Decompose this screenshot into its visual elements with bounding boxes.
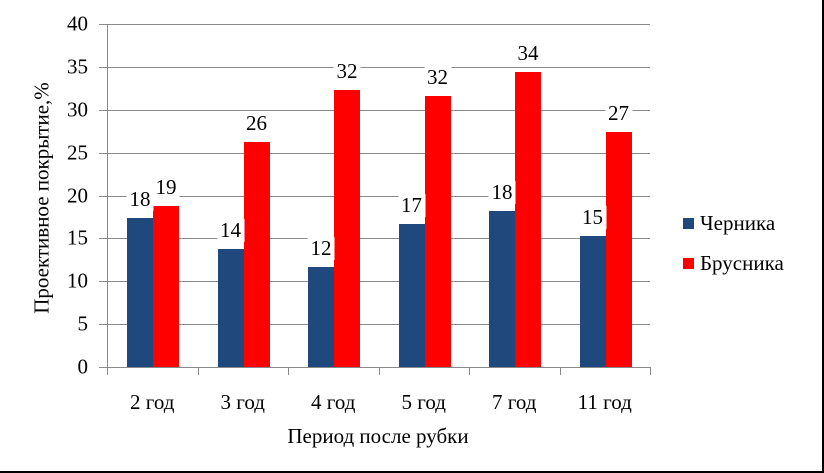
x-tick-mark <box>378 367 380 375</box>
x-tick-mark <box>559 367 561 375</box>
bar-chernika <box>398 223 425 367</box>
legend-label: Брусника <box>700 250 784 275</box>
bar-chernika <box>579 235 606 367</box>
gridline <box>99 24 650 25</box>
category-group: 18 34 <box>469 24 560 367</box>
data-label: 32 <box>333 60 361 84</box>
data-label: 34 <box>514 42 542 66</box>
legend-item: Брусника <box>683 243 784 283</box>
y-tick-label: 15 <box>67 225 88 250</box>
gridline <box>99 367 650 368</box>
y-tick-label: 35 <box>67 54 88 79</box>
category-group: 12 32 <box>288 24 379 367</box>
bar-brusnika <box>153 205 179 367</box>
gridline <box>99 324 650 326</box>
bar-brusnika <box>243 142 270 367</box>
y-axis-line <box>107 24 108 375</box>
data-label: 17 <box>398 193 425 217</box>
x-category-label: 5 год <box>401 390 446 414</box>
y-tick-label: 10 <box>67 268 88 293</box>
y-tick-label: 0 <box>77 354 89 379</box>
data-label: 27 <box>605 102 632 126</box>
bar-chernika <box>308 266 334 367</box>
data-label: 26 <box>243 112 270 136</box>
plot-area: 0 5 10 15 20 25 30 35 40 18 19 2 год 14 26 3 год 12 32 4 … <box>67 13 651 414</box>
x-tick-mark <box>197 367 199 375</box>
gridline <box>99 109 650 111</box>
x-tick-mark <box>650 367 651 375</box>
gridline <box>99 281 650 283</box>
legend-swatch-icon <box>683 217 694 229</box>
gridline <box>99 66 650 68</box>
data-label: 15 <box>579 205 606 229</box>
category-group: 17 32 <box>379 24 470 367</box>
x-axis-title: Период после рубки <box>287 424 469 448</box>
x-tick-mark <box>288 367 289 375</box>
data-label: 14 <box>217 218 244 242</box>
data-label: 19 <box>152 175 180 199</box>
bar-chernika <box>127 217 153 367</box>
bar-brusnika <box>424 96 451 367</box>
legend-swatch-icon <box>683 257 694 269</box>
x-tick-mark <box>107 367 108 375</box>
x-category-label: 11 год <box>577 390 632 414</box>
data-label: 12 <box>307 236 335 260</box>
data-label: 32 <box>424 66 451 90</box>
y-tick-label: 20 <box>67 183 88 207</box>
data-label: 18 <box>126 187 154 211</box>
bar-brusnika <box>605 132 632 367</box>
gridline <box>99 195 650 197</box>
bar-chernika <box>217 248 244 367</box>
data-label: 18 <box>488 180 516 204</box>
y-tick-label: 30 <box>67 97 88 122</box>
legend-label: Черника <box>700 210 776 235</box>
bar-chernika <box>489 210 515 367</box>
y-tick-label: 25 <box>67 140 88 165</box>
x-category-label: 4 год <box>311 390 356 414</box>
x-category-label: 3 год <box>220 390 265 414</box>
category-group: 18 19 <box>107 24 198 367</box>
bar-brusnika <box>334 90 360 367</box>
x-category-label: 2 год <box>130 390 175 414</box>
legend: Черника Брусника <box>683 203 784 283</box>
category-group: 15 27 <box>560 24 651 367</box>
x-tick-mark <box>469 367 470 375</box>
gridline <box>99 152 650 154</box>
y-tick-label: 40 <box>67 11 88 36</box>
category-group: 14 26 <box>198 24 289 367</box>
x-category-label: 7 год <box>492 390 537 414</box>
bar-brusnika <box>515 72 541 367</box>
gridline <box>99 238 650 240</box>
y-tick-label: 5 <box>77 311 89 336</box>
legend-item: Черника <box>683 203 784 243</box>
